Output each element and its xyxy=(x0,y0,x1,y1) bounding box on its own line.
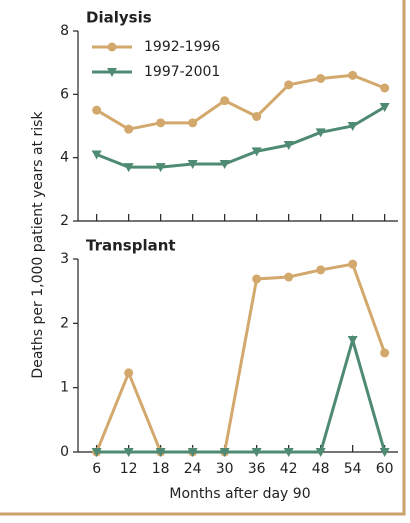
series-line xyxy=(96,334,387,454)
point xyxy=(252,112,262,121)
point xyxy=(91,150,102,160)
x-tick-label: 18 xyxy=(152,461,170,477)
y-tick-label: 4 xyxy=(60,150,69,166)
point xyxy=(220,96,230,106)
x-tick-label: 30 xyxy=(216,461,234,477)
point xyxy=(283,448,294,457)
point xyxy=(123,448,134,457)
series-line xyxy=(95,73,386,131)
point xyxy=(316,265,326,275)
y-tick-label: 3 xyxy=(60,251,69,267)
y-tick-label: 2 xyxy=(60,315,69,331)
y-axis-label: Deaths per 1,000 patient years at risk xyxy=(30,111,46,379)
point xyxy=(315,128,326,138)
x-tick-label: 48 xyxy=(312,461,330,477)
y-tick-label: 8 xyxy=(60,23,69,39)
point xyxy=(284,272,294,282)
point xyxy=(379,103,390,112)
point xyxy=(187,448,198,457)
point xyxy=(92,105,102,115)
point xyxy=(219,448,230,457)
point xyxy=(219,160,230,169)
point xyxy=(347,336,358,346)
y-tick-label: 6 xyxy=(60,86,69,102)
point xyxy=(124,368,134,378)
point xyxy=(379,448,390,457)
x-tick-label: 60 xyxy=(376,461,394,477)
point xyxy=(252,274,262,284)
panel-title: Transplant xyxy=(86,237,176,255)
point xyxy=(124,124,134,134)
x-tick-label: 42 xyxy=(280,461,298,477)
panel-title: Dialysis xyxy=(86,9,152,27)
point xyxy=(347,122,358,131)
x-tick-label: 36 xyxy=(248,461,266,477)
point xyxy=(316,74,326,83)
x-tick-label: 6 xyxy=(92,461,101,477)
legend-marker xyxy=(107,68,117,77)
legend-marker xyxy=(107,42,117,52)
point xyxy=(91,448,102,457)
point xyxy=(315,448,326,457)
y-tick-label: 1 xyxy=(60,380,69,396)
point xyxy=(380,83,390,93)
point xyxy=(251,448,262,457)
point xyxy=(156,118,166,128)
x-tick-label: 24 xyxy=(184,461,202,477)
point xyxy=(187,160,198,169)
point xyxy=(123,163,134,173)
point xyxy=(348,259,358,269)
point xyxy=(283,141,294,150)
x-axis-label: Months after day 90 xyxy=(169,486,310,502)
y-tick-label: 0 xyxy=(60,444,69,460)
series-line xyxy=(96,105,386,169)
y-tick-label: 2 xyxy=(60,213,69,229)
x-tick-label: 12 xyxy=(120,461,138,477)
point xyxy=(188,118,198,128)
point xyxy=(155,163,166,173)
point xyxy=(348,70,358,80)
x-tick-label: 54 xyxy=(344,461,362,477)
point xyxy=(251,147,262,157)
point xyxy=(155,448,166,457)
legend-label: 1992-1996 xyxy=(144,39,220,55)
point xyxy=(380,348,390,358)
series-line xyxy=(95,262,387,454)
legend-label: 1997-2001 xyxy=(144,64,220,80)
point xyxy=(284,80,294,90)
